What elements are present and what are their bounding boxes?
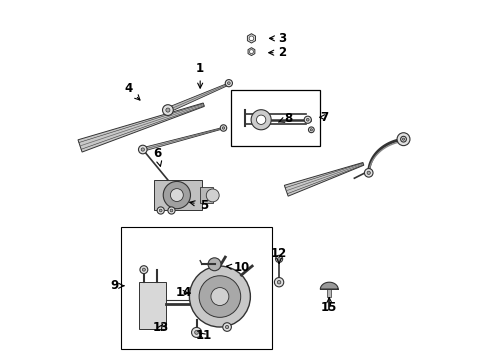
Circle shape bbox=[168, 207, 175, 214]
Text: 11: 11 bbox=[196, 329, 212, 342]
Text: 13: 13 bbox=[152, 320, 169, 333]
Text: 8: 8 bbox=[278, 112, 292, 125]
Circle shape bbox=[157, 207, 164, 214]
Circle shape bbox=[220, 125, 227, 131]
Circle shape bbox=[190, 266, 250, 327]
Circle shape bbox=[211, 288, 229, 306]
Circle shape bbox=[141, 148, 145, 151]
Circle shape bbox=[275, 255, 283, 262]
Text: 1: 1 bbox=[196, 62, 204, 88]
Bar bbox=[231, 90, 320, 146]
Text: 12: 12 bbox=[271, 247, 287, 263]
Circle shape bbox=[143, 268, 146, 271]
Circle shape bbox=[278, 257, 280, 260]
Circle shape bbox=[222, 127, 225, 129]
Circle shape bbox=[274, 278, 284, 287]
Circle shape bbox=[397, 133, 410, 146]
Circle shape bbox=[277, 280, 281, 284]
Circle shape bbox=[195, 330, 198, 334]
Circle shape bbox=[223, 323, 231, 331]
Circle shape bbox=[401, 137, 406, 141]
Text: 15: 15 bbox=[321, 298, 338, 314]
Circle shape bbox=[365, 168, 373, 177]
Circle shape bbox=[208, 258, 221, 271]
Polygon shape bbox=[247, 34, 255, 43]
Polygon shape bbox=[320, 282, 338, 289]
Circle shape bbox=[249, 36, 254, 41]
Circle shape bbox=[163, 105, 173, 116]
Circle shape bbox=[171, 189, 183, 202]
Polygon shape bbox=[200, 187, 213, 203]
Circle shape bbox=[256, 115, 266, 125]
Polygon shape bbox=[284, 162, 364, 196]
Circle shape bbox=[309, 127, 314, 133]
Circle shape bbox=[227, 82, 230, 85]
Text: 4: 4 bbox=[124, 82, 140, 100]
Circle shape bbox=[402, 138, 405, 140]
Text: 10: 10 bbox=[226, 261, 249, 274]
Circle shape bbox=[163, 181, 191, 209]
Bar bbox=[139, 282, 166, 329]
Text: 2: 2 bbox=[269, 46, 287, 59]
Text: 6: 6 bbox=[153, 147, 162, 166]
Polygon shape bbox=[248, 48, 255, 55]
Polygon shape bbox=[78, 103, 204, 152]
Polygon shape bbox=[167, 82, 231, 112]
Text: 7: 7 bbox=[320, 111, 328, 124]
Circle shape bbox=[140, 266, 148, 274]
Text: 5: 5 bbox=[190, 199, 208, 212]
Circle shape bbox=[159, 209, 162, 212]
Circle shape bbox=[304, 116, 311, 123]
Circle shape bbox=[166, 108, 170, 112]
Text: 3: 3 bbox=[270, 32, 287, 45]
Circle shape bbox=[139, 145, 147, 154]
Circle shape bbox=[206, 189, 219, 202]
Circle shape bbox=[401, 136, 406, 142]
Circle shape bbox=[310, 129, 313, 131]
Text: 9: 9 bbox=[110, 279, 124, 292]
Circle shape bbox=[251, 110, 271, 130]
Bar bbox=[122, 226, 272, 348]
Bar bbox=[327, 289, 331, 297]
Circle shape bbox=[199, 276, 241, 318]
Circle shape bbox=[249, 50, 253, 54]
Circle shape bbox=[225, 80, 232, 87]
Circle shape bbox=[367, 171, 370, 175]
Circle shape bbox=[225, 325, 229, 329]
Text: 14: 14 bbox=[176, 287, 192, 300]
Circle shape bbox=[170, 209, 173, 212]
Circle shape bbox=[192, 327, 201, 337]
Circle shape bbox=[306, 118, 309, 121]
Polygon shape bbox=[153, 180, 202, 211]
Polygon shape bbox=[142, 127, 223, 151]
